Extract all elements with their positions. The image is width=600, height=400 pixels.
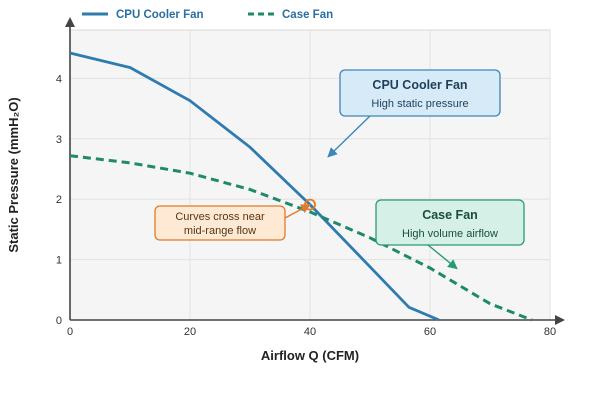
x-tick-label: 0 bbox=[67, 326, 73, 338]
annotation-box bbox=[375, 199, 525, 246]
x-tick-label: 80 bbox=[544, 326, 556, 338]
y-tick-label: 3 bbox=[56, 134, 62, 146]
annotation-arrow bbox=[427, 244, 458, 270]
y-tick-label: 0 bbox=[56, 315, 62, 327]
annotation-cpu: CPU Cooler Fan High static pressure bbox=[327, 69, 501, 158]
y-tick-label: 2 bbox=[56, 194, 62, 206]
annotation-arrow bbox=[284, 203, 311, 219]
legend: CPU Cooler Fan Case Fan bbox=[82, 9, 333, 21]
axis-ticks: 0 20 40 60 80 0 1 2 3 4 bbox=[56, 73, 556, 338]
annotation-cross: Curves cross near mid-range flow bbox=[154, 203, 311, 241]
annotations-layer: CPU Cooler Fan High static pressure Case F… bbox=[154, 69, 525, 270]
y-axis-arrow-icon bbox=[65, 17, 75, 27]
annotation-arrow bbox=[327, 115, 371, 158]
annotation-title: Case Fan bbox=[422, 208, 478, 222]
y-axis-label: Static Pressure (mmH₂O) bbox=[6, 97, 21, 252]
y-tick-label: 1 bbox=[56, 255, 62, 267]
x-axis-arrow-icon bbox=[555, 315, 565, 325]
annotation-box bbox=[339, 69, 501, 117]
legend-label: CPU Cooler Fan bbox=[116, 9, 204, 21]
x-tick-label: 40 bbox=[304, 326, 316, 338]
annotation-title: Curves cross near bbox=[175, 211, 265, 223]
annotation-box bbox=[154, 205, 286, 241]
annotation-subtitle: mid-range flow bbox=[184, 225, 256, 237]
annotation-subtitle: High volume airflow bbox=[402, 228, 498, 240]
series-line-cpu-cooler-fan bbox=[69, 51, 440, 322]
annotation-title: CPU Cooler Fan bbox=[372, 78, 467, 92]
x-tick-label: 20 bbox=[184, 326, 196, 338]
annotation-case: Case Fan High volume airflow bbox=[375, 199, 525, 270]
x-axis-label: Airflow Q (CFM) bbox=[261, 348, 359, 363]
y-tick-label: 4 bbox=[56, 73, 62, 85]
legend-label: Case Fan bbox=[282, 9, 333, 21]
x-tick-label: 60 bbox=[424, 326, 436, 338]
annotation-subtitle: High static pressure bbox=[371, 98, 468, 110]
